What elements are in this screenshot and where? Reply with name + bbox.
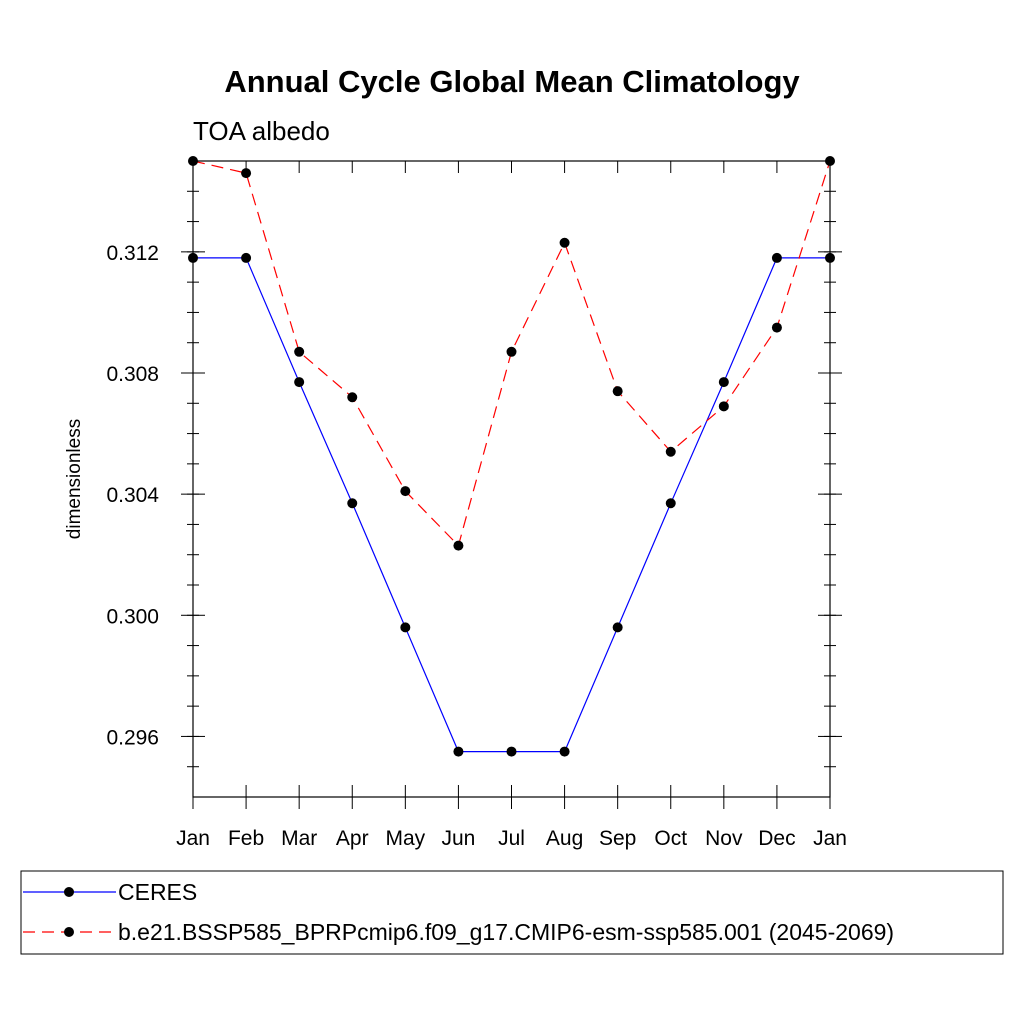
x-tick-label: Jan: [176, 827, 210, 850]
data-point-s1-7: [559, 237, 570, 248]
chart-title: Annual Cycle Global Mean Climatology: [224, 64, 800, 99]
data-point-s0-7: [559, 746, 570, 757]
x-tick-label: Jan: [813, 827, 847, 850]
x-tick-label: Jun: [441, 827, 475, 850]
data-point-s0-3: [347, 498, 358, 509]
x-tick-label: Nov: [705, 827, 743, 850]
x-tick-label: Sep: [599, 827, 636, 850]
y-tick-label: 0.308: [106, 363, 159, 386]
data-point-s0-9: [665, 498, 676, 509]
x-tick-label: Dec: [758, 827, 795, 850]
y-tick-label: 0.304: [106, 484, 159, 507]
y-tick-label: 0.312: [106, 242, 159, 265]
data-point-s1-6: [506, 346, 517, 357]
data-point-s0-2: [294, 377, 305, 388]
legend-label-ceres: CERES: [118, 879, 197, 905]
data-point-s1-4: [400, 486, 411, 497]
legend: CERES b.e21.BSSP585_BPRPcmip6.f09_g17.CM…: [20, 870, 1004, 955]
data-point-s1-5: [453, 540, 464, 551]
x-tick-label: Jul: [498, 827, 525, 850]
series-line-0: [193, 257, 830, 753]
data-point-s0-8: [612, 622, 623, 633]
data-point-s1-8: [612, 386, 623, 397]
plot-frame: [192, 160, 831, 798]
x-tick-label: Aug: [546, 827, 583, 850]
data-point-s0-5: [453, 746, 464, 757]
chart-subtitle: TOA albedo: [193, 116, 330, 146]
x-tick-label: Feb: [228, 827, 264, 850]
y-tick-label: 0.296: [106, 726, 159, 749]
data-point-s1-11: [771, 322, 782, 333]
data-point-s1-2: [294, 346, 305, 357]
legend-marker-ceres: [64, 887, 74, 897]
x-tick-label: Mar: [281, 827, 317, 850]
data-point-s1-10: [718, 401, 729, 412]
data-point-s1-9: [665, 446, 676, 457]
legend-box: [20, 870, 1004, 955]
data-point-s0-11: [771, 252, 782, 263]
x-tick-label: Apr: [336, 827, 369, 850]
legend-marker-model: [64, 927, 74, 937]
y-axis-label: dimensionless: [64, 419, 85, 539]
data-point-s1-3: [347, 392, 358, 403]
y-tick-label: 0.300: [106, 605, 159, 628]
x-tick-label: May: [385, 827, 425, 850]
x-tick-label: Oct: [654, 827, 687, 850]
data-point-s0-6: [506, 746, 517, 757]
data-point-s0-10: [718, 377, 729, 388]
legend-label-model: b.e21.BSSP585_BPRPcmip6.f09_g17.CMIP6-es…: [118, 919, 894, 945]
data-point-s0-1: [241, 252, 252, 263]
data-point-s0-4: [400, 622, 411, 633]
data-point-s1-1: [241, 168, 252, 179]
